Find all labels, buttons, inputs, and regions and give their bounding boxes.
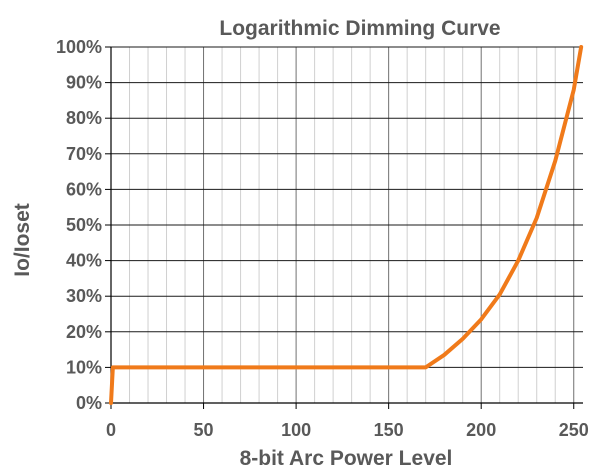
- y-tick-label: 70%: [66, 144, 102, 164]
- y-tick-label: 30%: [66, 286, 102, 306]
- series-line: [109, 45, 584, 405]
- y-tick-label: 50%: [66, 215, 102, 235]
- y-tick-label: 100%: [56, 37, 102, 57]
- x-tick-label: 150: [374, 420, 404, 440]
- y-tick-label: 40%: [66, 251, 102, 271]
- series: [109, 45, 584, 405]
- x-tick-label: 250: [559, 420, 589, 440]
- axes: [105, 46, 583, 409]
- grid: [111, 46, 583, 403]
- x-tick-label: 50: [194, 420, 214, 440]
- x-tick-label: 100: [281, 420, 311, 440]
- y-tick-label: 90%: [66, 73, 102, 93]
- y-tick-label: 80%: [66, 108, 102, 128]
- y-tick-label: 0%: [76, 393, 102, 413]
- chart-title: Logarithmic Dimming Curve: [219, 17, 500, 40]
- y-axis-title: Io/Ioset: [11, 203, 34, 277]
- tick-labels: 0% 10% 20% 30% 40% 50% 60% 70% 80% 90% 100% 0 50 100 1…: [56, 37, 589, 440]
- x-tick-label: 0: [106, 420, 116, 440]
- y-tick-label: 20%: [66, 322, 102, 342]
- y-tick-label: 60%: [66, 179, 102, 199]
- x-axis-title: 8-bit Arc Power Level: [240, 447, 453, 470]
- x-tick-label: 200: [466, 420, 496, 440]
- y-tick-label: 10%: [66, 357, 102, 377]
